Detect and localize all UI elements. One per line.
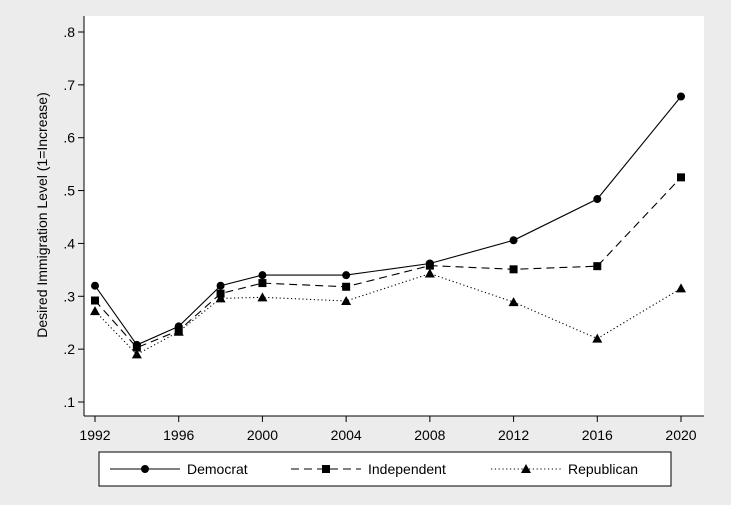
- data-point-independent: [91, 296, 99, 305]
- y-tick-label: .7: [63, 77, 75, 93]
- data-point-independent: [677, 173, 685, 182]
- data-point-republican: [676, 283, 686, 293]
- legend-marker-democrat: [141, 465, 149, 473]
- x-tick-label: 2000: [247, 427, 278, 443]
- data-point-republican: [508, 297, 519, 307]
- data-point-republican: [90, 306, 100, 316]
- x-tick-label: 2004: [331, 427, 362, 443]
- data-point-independent: [132, 343, 141, 352]
- y-tick-label: .5: [63, 183, 75, 199]
- legend-label-republican: Republican: [568, 461, 638, 477]
- y-tick-label: .4: [63, 235, 75, 251]
- data-point-republican: [257, 292, 268, 302]
- legend-item-independent: Independent: [291, 461, 446, 477]
- x-tick-label: 2016: [582, 427, 613, 443]
- legend-label-democrat: Democrat: [187, 461, 248, 477]
- data-point-democrat: [509, 236, 518, 245]
- series-layer: [90, 92, 686, 359]
- data-point-republican: [424, 268, 435, 278]
- x-tick-label: 1996: [163, 427, 194, 443]
- x-tick-label: 2008: [414, 427, 445, 443]
- x-tick-label: 2020: [665, 427, 696, 443]
- data-point-republican: [215, 293, 226, 303]
- y-tick-label: .8: [63, 24, 75, 40]
- y-tick-label: .3: [63, 288, 75, 304]
- series-line-independent: [94, 177, 682, 349]
- series-line-republican: [94, 273, 682, 356]
- y-tick-label: .1: [63, 394, 75, 410]
- legend-marker-republican: [521, 464, 531, 473]
- y-tick-label: .2: [63, 341, 75, 357]
- legend-item-democrat: Democrat: [110, 461, 248, 477]
- x-tick-label: 1992: [79, 427, 110, 443]
- legend-item-republican: Republican: [491, 461, 638, 477]
- data-point-democrat: [91, 281, 99, 290]
- data-point-independent: [258, 279, 267, 288]
- y-axis-title: Desired Immigration Level (1=Increase): [34, 92, 50, 338]
- data-point-independent: [425, 261, 434, 270]
- legend-box: [98, 451, 672, 487]
- legend-items: Democrat Independent Republican: [110, 461, 638, 477]
- legend: Democrat Independent Republican: [98, 451, 672, 487]
- data-point-democrat: [258, 271, 267, 280]
- data-point-republican: [131, 349, 142, 359]
- series-republican: [90, 268, 686, 359]
- data-point-democrat: [677, 92, 685, 101]
- axes: .1 .2 .3 .4 .5 .6 .7 .8 1992 1996 2000 2004 2008 2012…: [63, 16, 704, 443]
- data-point-independent: [593, 262, 602, 271]
- series-line-democrat: [94, 96, 682, 346]
- plot-area: [84, 16, 704, 416]
- y-tick-label: .6: [63, 130, 75, 146]
- legend-marker-independent: [322, 465, 330, 473]
- data-point-republican: [341, 296, 352, 306]
- data-point-democrat: [342, 271, 351, 280]
- data-point-republican: [592, 333, 603, 343]
- data-point-democrat: [216, 281, 225, 290]
- data-point-democrat: [593, 195, 602, 204]
- data-point-republican: [173, 326, 184, 336]
- data-point-independent: [509, 265, 518, 274]
- x-tick-label: 2012: [498, 427, 529, 443]
- legend-label-independent: Independent: [368, 461, 446, 477]
- data-point-independent: [342, 282, 351, 291]
